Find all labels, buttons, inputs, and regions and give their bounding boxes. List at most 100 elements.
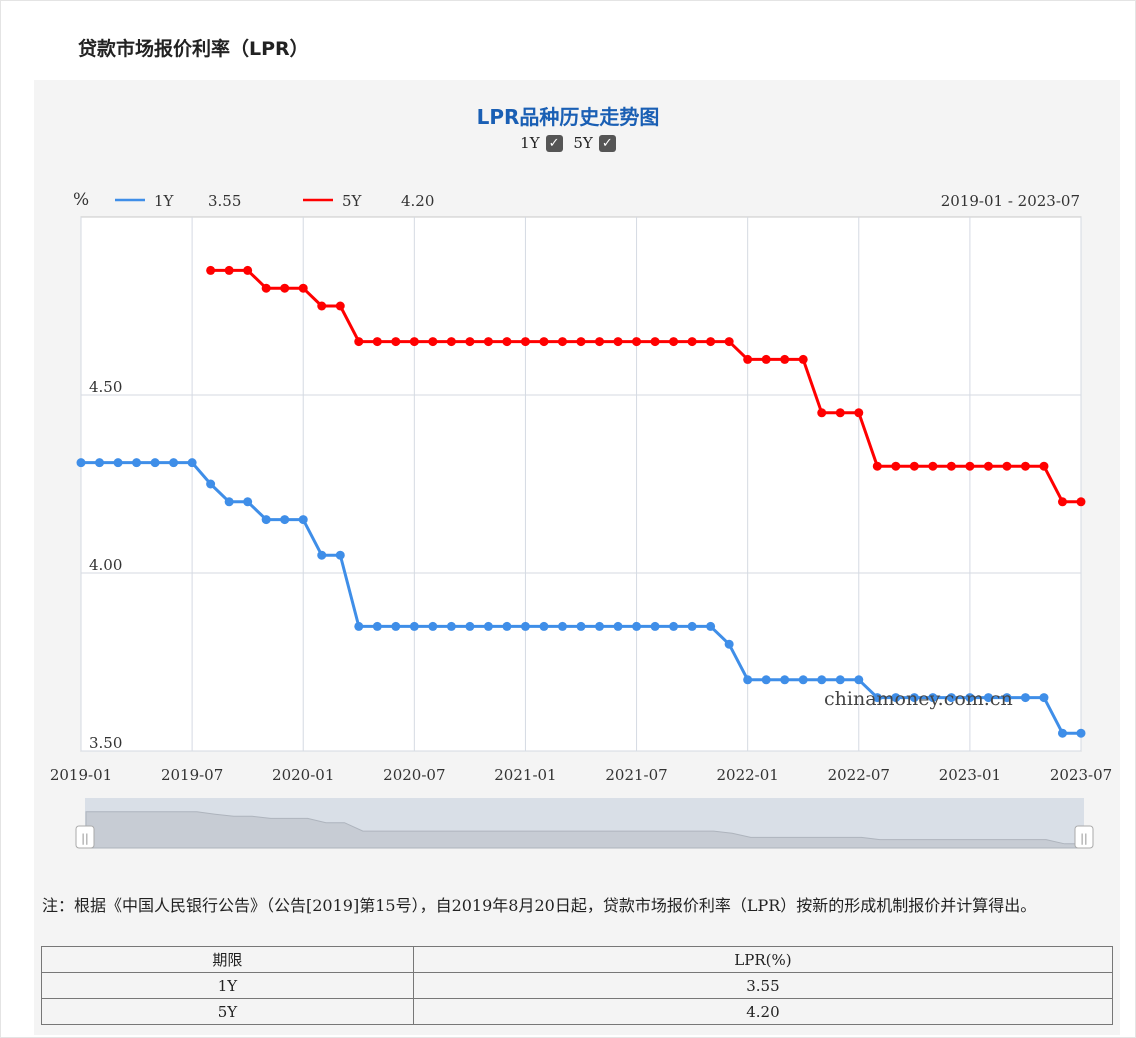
data-point-1Y[interactable] bbox=[798, 675, 808, 685]
toggle-5y[interactable]: 5Y ✓ bbox=[573, 134, 616, 152]
data-point-5Y[interactable] bbox=[780, 354, 790, 364]
data-point-5Y[interactable] bbox=[465, 337, 475, 347]
data-point-5Y[interactable] bbox=[1057, 497, 1067, 507]
data-point-5Y[interactable] bbox=[502, 337, 512, 347]
data-point-5Y[interactable] bbox=[1076, 497, 1086, 507]
data-point-1Y[interactable] bbox=[1020, 693, 1030, 703]
data-point-5Y[interactable] bbox=[224, 265, 234, 275]
data-point-1Y[interactable] bbox=[1039, 693, 1049, 703]
data-point-5Y[interactable] bbox=[557, 337, 567, 347]
slider-handle-left[interactable] bbox=[75, 825, 95, 849]
data-point-5Y[interactable] bbox=[761, 354, 771, 364]
data-point-5Y[interactable] bbox=[632, 337, 642, 347]
data-point-1Y[interactable] bbox=[909, 693, 919, 703]
data-point-5Y[interactable] bbox=[520, 337, 530, 347]
data-point-1Y[interactable] bbox=[539, 621, 549, 631]
data-point-1Y[interactable] bbox=[150, 458, 160, 468]
data-point-1Y[interactable] bbox=[169, 458, 179, 468]
data-point-5Y[interactable] bbox=[446, 337, 456, 347]
data-point-1Y[interactable] bbox=[372, 621, 382, 631]
data-point-1Y[interactable] bbox=[983, 693, 993, 703]
data-point-1Y[interactable] bbox=[113, 458, 123, 468]
data-point-1Y[interactable] bbox=[520, 621, 530, 631]
data-point-1Y[interactable] bbox=[650, 621, 660, 631]
data-point-1Y[interactable] bbox=[576, 621, 586, 631]
data-point-1Y[interactable] bbox=[261, 515, 271, 525]
data-point-5Y[interactable] bbox=[243, 265, 253, 275]
data-point-1Y[interactable] bbox=[965, 693, 975, 703]
data-point-1Y[interactable] bbox=[613, 621, 623, 631]
data-point-5Y[interactable] bbox=[946, 461, 956, 471]
data-point-1Y[interactable] bbox=[243, 497, 253, 507]
checkbox-checked-icon[interactable]: ✓ bbox=[598, 134, 616, 152]
data-point-5Y[interactable] bbox=[1039, 461, 1049, 471]
data-point-1Y[interactable] bbox=[280, 515, 290, 525]
data-point-5Y[interactable] bbox=[613, 337, 623, 347]
data-point-5Y[interactable] bbox=[928, 461, 938, 471]
data-point-1Y[interactable] bbox=[872, 693, 882, 703]
data-point-5Y[interactable] bbox=[872, 461, 882, 471]
data-point-5Y[interactable] bbox=[335, 301, 345, 311]
data-point-5Y[interactable] bbox=[965, 461, 975, 471]
data-point-1Y[interactable] bbox=[946, 693, 956, 703]
data-point-5Y[interactable] bbox=[261, 283, 271, 293]
data-point-1Y[interactable] bbox=[1002, 693, 1012, 703]
data-point-1Y[interactable] bbox=[632, 621, 642, 631]
data-point-1Y[interactable] bbox=[557, 621, 567, 631]
data-point-1Y[interactable] bbox=[854, 675, 864, 685]
data-point-1Y[interactable] bbox=[409, 621, 419, 631]
data-point-1Y[interactable] bbox=[483, 621, 493, 631]
data-point-1Y[interactable] bbox=[298, 515, 308, 525]
data-point-1Y[interactable] bbox=[835, 675, 845, 685]
data-point-5Y[interactable] bbox=[1002, 461, 1012, 471]
data-point-5Y[interactable] bbox=[317, 301, 327, 311]
data-point-5Y[interactable] bbox=[298, 283, 308, 293]
data-point-5Y[interactable] bbox=[539, 337, 549, 347]
legend-5y[interactable]: 5Y 4.20 bbox=[303, 192, 434, 210]
data-point-1Y[interactable] bbox=[891, 693, 901, 703]
data-point-1Y[interactable] bbox=[1057, 728, 1067, 738]
data-point-5Y[interactable] bbox=[428, 337, 438, 347]
data-point-5Y[interactable] bbox=[687, 337, 697, 347]
data-point-1Y[interactable] bbox=[132, 458, 142, 468]
data-point-5Y[interactable] bbox=[835, 408, 845, 418]
data-point-5Y[interactable] bbox=[391, 337, 401, 347]
range-slider[interactable]: || || bbox=[75, 798, 1094, 849]
data-point-5Y[interactable] bbox=[706, 337, 716, 347]
data-point-5Y[interactable] bbox=[409, 337, 419, 347]
data-point-1Y[interactable] bbox=[391, 621, 401, 631]
data-point-5Y[interactable] bbox=[650, 337, 660, 347]
data-point-1Y[interactable] bbox=[706, 621, 716, 631]
data-point-1Y[interactable] bbox=[1076, 728, 1086, 738]
data-point-5Y[interactable] bbox=[817, 408, 827, 418]
data-point-5Y[interactable] bbox=[909, 461, 919, 471]
data-point-5Y[interactable] bbox=[354, 337, 364, 347]
data-point-5Y[interactable] bbox=[280, 283, 290, 293]
data-point-1Y[interactable] bbox=[595, 621, 605, 631]
data-point-1Y[interactable] bbox=[669, 621, 679, 631]
data-point-1Y[interactable] bbox=[206, 479, 216, 489]
data-point-1Y[interactable] bbox=[446, 621, 456, 631]
data-point-1Y[interactable] bbox=[817, 675, 827, 685]
toggle-1y[interactable]: 1Y ✓ bbox=[520, 134, 563, 152]
data-point-5Y[interactable] bbox=[854, 408, 864, 418]
data-point-5Y[interactable] bbox=[891, 461, 901, 471]
data-point-1Y[interactable] bbox=[502, 621, 512, 631]
data-point-5Y[interactable] bbox=[483, 337, 493, 347]
data-point-5Y[interactable] bbox=[983, 461, 993, 471]
data-point-1Y[interactable] bbox=[428, 621, 438, 631]
data-point-1Y[interactable] bbox=[76, 458, 86, 468]
data-point-1Y[interactable] bbox=[95, 458, 105, 468]
legend-1y[interactable]: 1Y 3.55 bbox=[115, 192, 241, 210]
data-point-5Y[interactable] bbox=[576, 337, 586, 347]
data-point-1Y[interactable] bbox=[780, 675, 790, 685]
slider-handle-right[interactable] bbox=[1074, 825, 1094, 849]
data-point-5Y[interactable] bbox=[206, 265, 216, 275]
checkbox-checked-icon[interactable]: ✓ bbox=[545, 134, 563, 152]
data-point-1Y[interactable] bbox=[687, 621, 697, 631]
data-point-1Y[interactable] bbox=[354, 621, 364, 631]
data-point-1Y[interactable] bbox=[317, 550, 327, 560]
data-point-1Y[interactable] bbox=[761, 675, 771, 685]
data-point-1Y[interactable] bbox=[224, 497, 234, 507]
data-point-5Y[interactable] bbox=[724, 337, 734, 347]
